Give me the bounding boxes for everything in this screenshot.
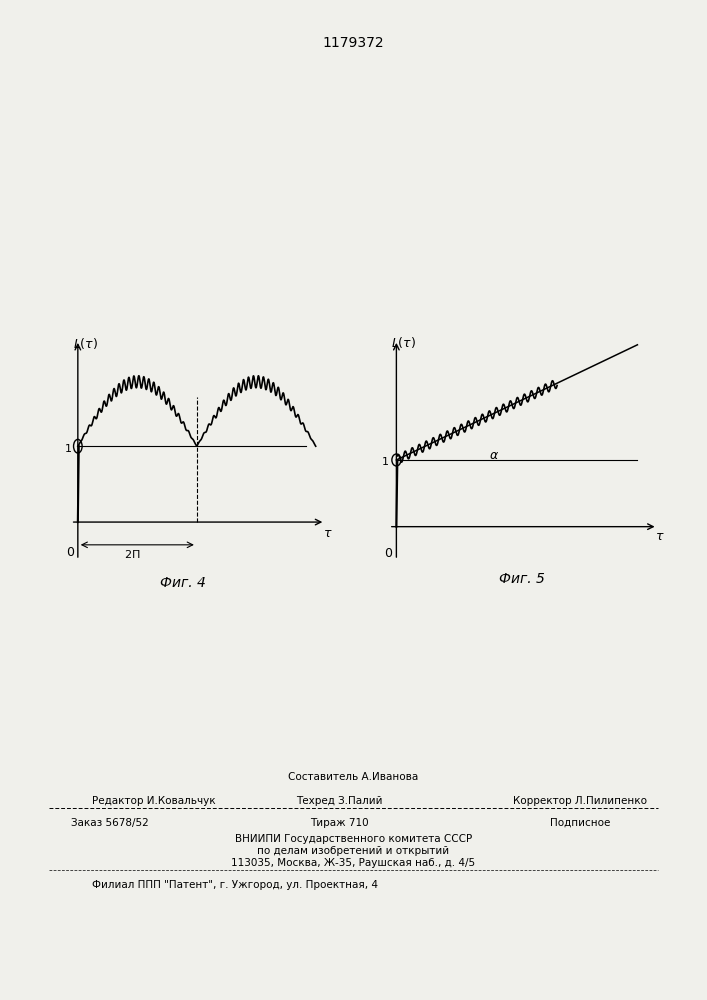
Text: $L(\tau)$: $L(\tau)$ xyxy=(73,336,98,351)
Text: 0: 0 xyxy=(66,546,74,559)
Text: Тираж 710: Тираж 710 xyxy=(310,818,368,828)
Text: ВНИИПИ Государственного комитета СССР: ВНИИПИ Государственного комитета СССР xyxy=(235,834,472,844)
Text: Редактор И.Ковальчук: Редактор И.Ковальчук xyxy=(92,796,216,806)
Text: $\tau$: $\tau$ xyxy=(655,530,665,543)
Text: $2\Pi$: $2\Pi$ xyxy=(124,548,141,560)
Text: Филиал ППП "Патент", г. Ужгород, ул. Проектная, 4: Филиал ППП "Патент", г. Ужгород, ул. Про… xyxy=(92,880,378,890)
Text: 1: 1 xyxy=(64,444,71,454)
Text: Фиг. 4: Фиг. 4 xyxy=(160,576,206,590)
Text: Фиг. 5: Фиг. 5 xyxy=(499,572,545,586)
Text: Составитель А.Иванова: Составитель А.Иванова xyxy=(288,772,419,782)
Text: $\alpha$: $\alpha$ xyxy=(489,449,499,462)
Text: Техред З.Палий: Техред З.Палий xyxy=(296,796,382,806)
Text: 113035, Москва, Ж-35, Раушская наб., д. 4/5: 113035, Москва, Ж-35, Раушская наб., д. … xyxy=(231,858,476,868)
Text: Заказ 5678/52: Заказ 5678/52 xyxy=(71,818,148,828)
Text: 1: 1 xyxy=(382,457,390,467)
Text: $L(\tau)$: $L(\tau)$ xyxy=(392,335,416,350)
Text: Корректор Л.Пилипенко: Корректор Л.Пилипенко xyxy=(513,796,647,806)
Text: Подписное: Подписное xyxy=(549,818,610,828)
Text: $\tau$: $\tau$ xyxy=(323,527,332,540)
Text: 1179372: 1179372 xyxy=(322,36,385,50)
Text: 0: 0 xyxy=(384,547,392,560)
Text: по делам изобретений и открытий: по делам изобретений и открытий xyxy=(257,846,450,856)
